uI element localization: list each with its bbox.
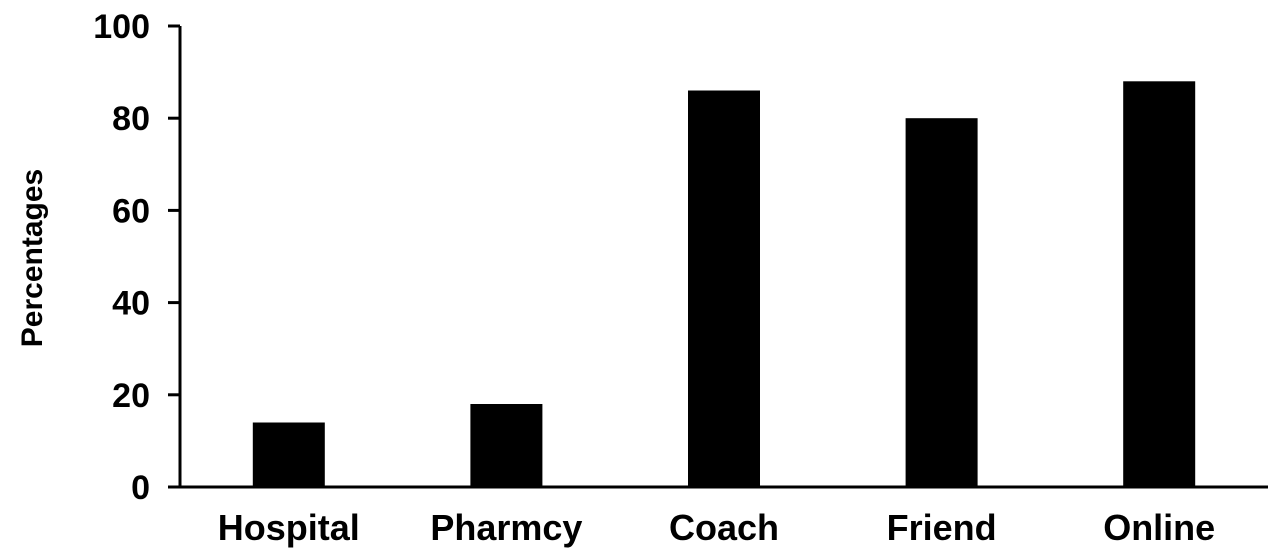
bar-coach (688, 90, 760, 487)
y-tick-label: 100 (93, 8, 150, 46)
y-tick-label: 60 (112, 192, 150, 230)
y-tick-label: 40 (112, 285, 150, 323)
y-tick-label: 20 (112, 377, 150, 415)
bar-pharmcy (470, 404, 543, 487)
x-category-label: Online (1103, 507, 1215, 548)
bar-online (1123, 81, 1196, 488)
bar-friend (905, 118, 978, 487)
x-category-label: Coach (669, 507, 779, 548)
axes-layer (168, 24, 1268, 489)
bars-layer (252, 81, 1196, 488)
y-axis-title: Percentages (16, 169, 49, 347)
x-category-label: Pharmcy (430, 507, 582, 548)
y-tick-label: 80 (112, 100, 150, 138)
x-category-label: Hospital (218, 507, 360, 548)
labels-layer: 0 20 40 60 80 100 Hospital Pharmcy Coach Friend On… (93, 8, 1215, 548)
y-tick-label: 0 (131, 469, 150, 507)
x-category-label: Friend (887, 507, 997, 548)
bar-hospital (252, 422, 325, 487)
